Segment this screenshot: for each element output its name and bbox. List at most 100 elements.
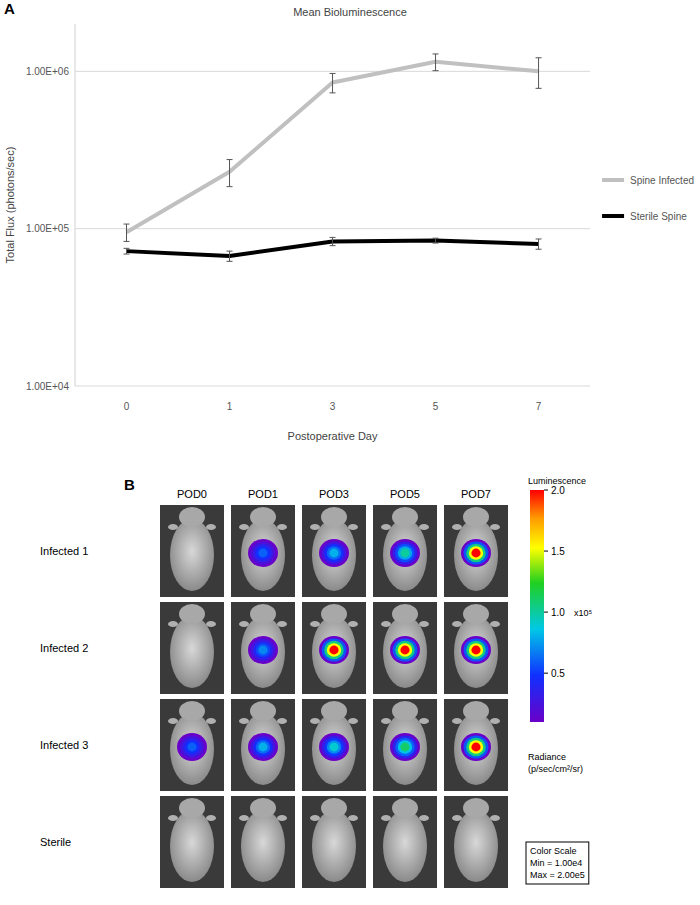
signal-level [464, 735, 489, 758]
error-bar [227, 251, 233, 261]
image-background [160, 505, 224, 597]
scale-box-min: Min = 1.00e4 [530, 858, 582, 868]
image-cell [231, 505, 295, 597]
image-background [302, 796, 366, 888]
mouse-body [170, 519, 214, 591]
mouse-body [241, 519, 285, 591]
y-tick-label: 1.00E+05 [26, 223, 70, 234]
signal-level [329, 743, 338, 752]
image-cell [160, 602, 224, 694]
image-background [373, 602, 437, 694]
error-bar [330, 73, 336, 92]
signal-blob [390, 733, 420, 761]
mouse-paw [206, 815, 216, 821]
signal-level [248, 539, 278, 567]
signal-blob [319, 636, 349, 664]
signal-level [258, 549, 267, 558]
legend-swatch [602, 214, 624, 218]
image-background [160, 602, 224, 694]
mouse-paw [310, 524, 320, 530]
mouse-body [312, 519, 356, 591]
mouse-head [250, 604, 276, 624]
mouse-paw [277, 621, 287, 627]
signal-level [327, 740, 341, 754]
signal-blob [461, 733, 491, 761]
error-bar [330, 237, 336, 245]
panel-letter: A [4, 0, 15, 17]
signal-level [400, 743, 409, 752]
mouse-paw [490, 718, 500, 724]
mouse-paw [452, 621, 462, 627]
image-background [302, 602, 366, 694]
image-cell [302, 796, 366, 888]
signal-level [466, 738, 486, 756]
image-cell [373, 505, 437, 597]
image-cell [302, 699, 366, 791]
mouse-head [179, 798, 205, 818]
colorbar-tick-label: 0.5 [551, 668, 565, 679]
mouse-head [463, 507, 489, 527]
mouse-head [463, 798, 489, 818]
mouse-head [250, 701, 276, 721]
colorbar-unit: (p/sec/cm²/sr) [528, 764, 583, 774]
plot-marks [124, 54, 542, 261]
image-background [302, 505, 366, 597]
row-label: Infected 2 [40, 642, 88, 654]
mouse-paw [490, 524, 500, 530]
mouse-head [179, 701, 205, 721]
signal-level [258, 646, 267, 655]
signal-level [177, 733, 207, 761]
row-label: Infected 3 [40, 739, 88, 751]
signal-blob [461, 636, 491, 664]
signal-level [471, 646, 480, 655]
image-cell [231, 602, 295, 694]
mouse-body [383, 713, 427, 785]
signal-level [327, 546, 341, 560]
signal-level [329, 549, 338, 558]
image-cell [231, 796, 295, 888]
image-cell [302, 602, 366, 694]
mouse-head [463, 701, 489, 721]
mouse-head [392, 701, 418, 721]
signal-blob [319, 539, 349, 567]
mouse-head [321, 604, 347, 624]
error-bar [433, 54, 439, 71]
mouse-paw [239, 524, 249, 530]
signal-level [324, 738, 344, 756]
mouse-paw [239, 815, 249, 821]
signal-level [251, 638, 276, 661]
column-header: POD5 [390, 488, 420, 500]
signal-level [469, 643, 483, 657]
colorbar-tick-label: 1.5 [551, 546, 565, 557]
signal-level [390, 733, 420, 761]
signal-level [256, 740, 270, 754]
image-cell [160, 505, 224, 597]
mouse-paw [239, 718, 249, 724]
signal-level [398, 643, 412, 657]
mouse-body [241, 713, 285, 785]
mouse-paw [452, 815, 462, 821]
mouse-head [392, 604, 418, 624]
mouse-body [170, 810, 214, 882]
signal-level [256, 643, 270, 657]
colorbar-tick-label: 1.0 [551, 607, 565, 618]
signal-level [390, 539, 420, 567]
signal-level [469, 546, 483, 560]
mouse-body [454, 616, 498, 688]
signal-level [395, 544, 415, 562]
signal-level [258, 743, 267, 752]
image-cell [444, 796, 508, 888]
x-tick-label: 1 [227, 401, 233, 412]
mouse-paw [168, 524, 178, 530]
signal-level [329, 646, 338, 655]
mouse-paw [452, 524, 462, 530]
signal-blob [461, 539, 491, 567]
column-header: POD7 [461, 488, 491, 500]
image-cell [373, 699, 437, 791]
mouse-body [170, 713, 214, 785]
signal-level [319, 636, 349, 664]
signal-level [324, 641, 344, 659]
signal-blob [177, 733, 207, 761]
signal-level [248, 636, 278, 664]
colorbar-label: Radiance [528, 752, 566, 762]
